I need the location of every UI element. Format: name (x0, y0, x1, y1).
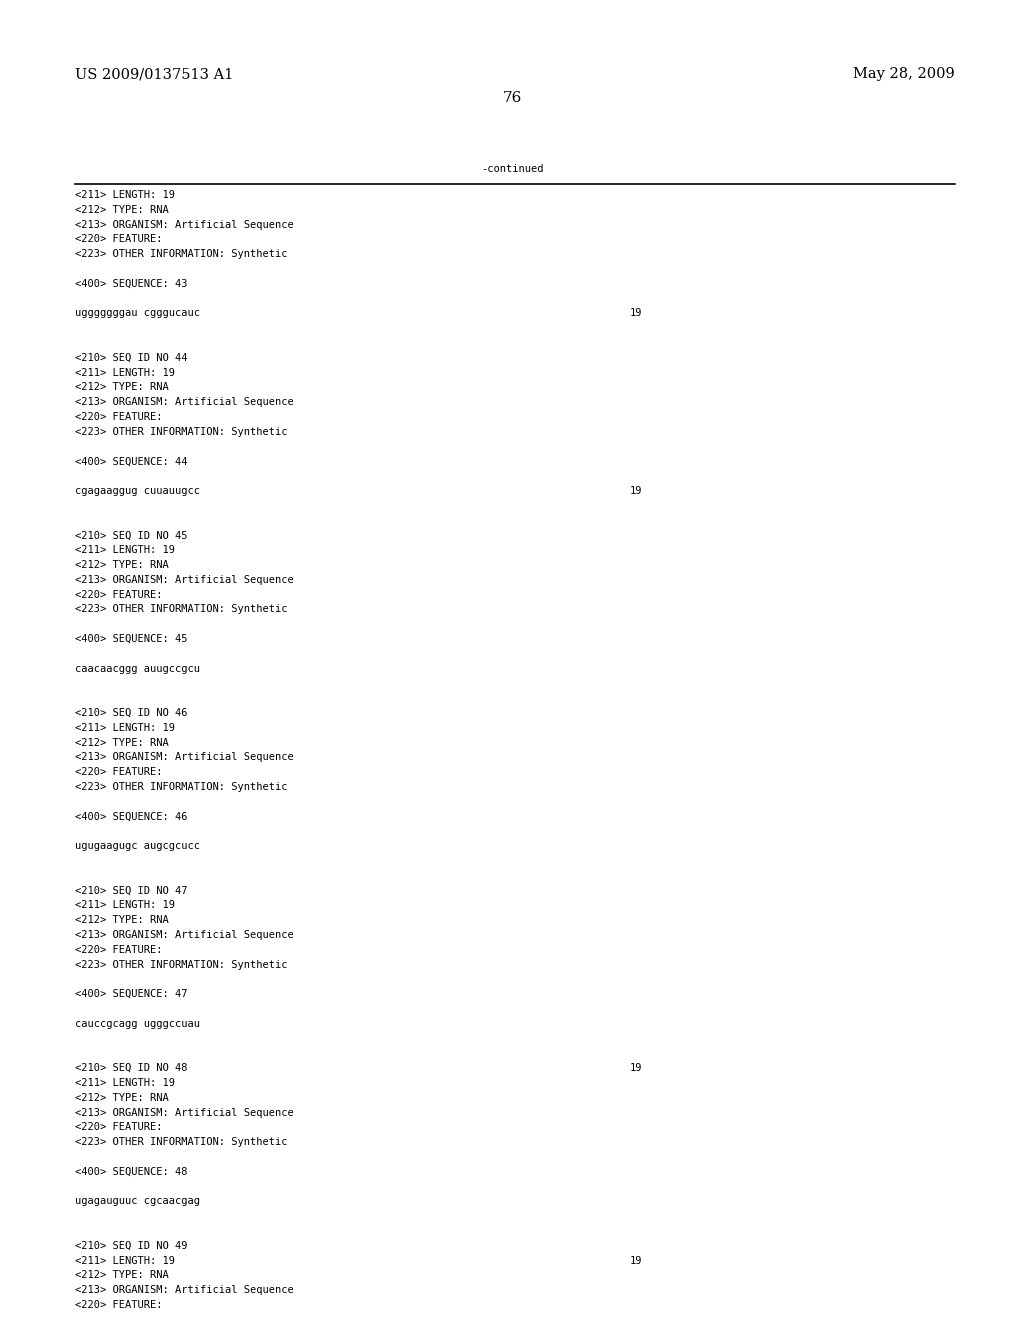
Text: <400> SEQUENCE: 45: <400> SEQUENCE: 45 (75, 634, 187, 644)
Text: <211> LENGTH: 19: <211> LENGTH: 19 (75, 367, 175, 378)
Text: -continued: -continued (480, 164, 544, 174)
Text: <210> SEQ ID NO 44: <210> SEQ ID NO 44 (75, 352, 187, 363)
Text: <220> FEATURE:: <220> FEATURE: (75, 412, 163, 422)
Text: <212> TYPE: RNA: <212> TYPE: RNA (75, 738, 169, 747)
Text: <212> TYPE: RNA: <212> TYPE: RNA (75, 915, 169, 925)
Text: <223> OTHER INFORMATION: Synthetic: <223> OTHER INFORMATION: Synthetic (75, 605, 288, 614)
Text: <211> LENGTH: 19: <211> LENGTH: 19 (75, 1078, 175, 1088)
Text: <213> ORGANISM: Artificial Sequence: <213> ORGANISM: Artificial Sequence (75, 397, 294, 407)
Text: <213> ORGANISM: Artificial Sequence: <213> ORGANISM: Artificial Sequence (75, 1107, 294, 1118)
Text: <400> SEQUENCE: 47: <400> SEQUENCE: 47 (75, 989, 187, 999)
Text: 19: 19 (630, 1063, 642, 1073)
Text: <223> OTHER INFORMATION: Synthetic: <223> OTHER INFORMATION: Synthetic (75, 1138, 288, 1147)
Text: <211> LENGTH: 19: <211> LENGTH: 19 (75, 545, 175, 556)
Text: <400> SEQUENCE: 43: <400> SEQUENCE: 43 (75, 279, 187, 289)
Text: <223> OTHER INFORMATION: Synthetic: <223> OTHER INFORMATION: Synthetic (75, 426, 288, 437)
Text: <210> SEQ ID NO 49: <210> SEQ ID NO 49 (75, 1241, 187, 1251)
Text: <210> SEQ ID NO 46: <210> SEQ ID NO 46 (75, 708, 187, 718)
Text: cgagaaggug cuuauugcc: cgagaaggug cuuauugcc (75, 486, 200, 496)
Text: 19: 19 (630, 1255, 642, 1266)
Text: <220> FEATURE:: <220> FEATURE: (75, 767, 163, 777)
Text: <220> FEATURE:: <220> FEATURE: (75, 945, 163, 954)
Text: <213> ORGANISM: Artificial Sequence: <213> ORGANISM: Artificial Sequence (75, 752, 294, 763)
Text: <400> SEQUENCE: 46: <400> SEQUENCE: 46 (75, 812, 187, 821)
Text: <220> FEATURE:: <220> FEATURE: (75, 235, 163, 244)
Text: <210> SEQ ID NO 48: <210> SEQ ID NO 48 (75, 1063, 187, 1073)
Text: <223> OTHER INFORMATION: Synthetic: <223> OTHER INFORMATION: Synthetic (75, 249, 288, 259)
Text: <211> LENGTH: 19: <211> LENGTH: 19 (75, 723, 175, 733)
Text: <212> TYPE: RNA: <212> TYPE: RNA (75, 205, 169, 215)
Text: ugggggggau cgggucauc: ugggggggau cgggucauc (75, 309, 200, 318)
Text: <211> LENGTH: 19: <211> LENGTH: 19 (75, 900, 175, 911)
Text: <212> TYPE: RNA: <212> TYPE: RNA (75, 1270, 169, 1280)
Text: 19: 19 (630, 486, 642, 496)
Text: <220> FEATURE:: <220> FEATURE: (75, 1122, 163, 1133)
Text: <213> ORGANISM: Artificial Sequence: <213> ORGANISM: Artificial Sequence (75, 219, 294, 230)
Text: <211> LENGTH: 19: <211> LENGTH: 19 (75, 1255, 175, 1266)
Text: 76: 76 (503, 91, 521, 106)
Text: <220> FEATURE:: <220> FEATURE: (75, 590, 163, 599)
Text: <212> TYPE: RNA: <212> TYPE: RNA (75, 1093, 169, 1102)
Text: <213> ORGANISM: Artificial Sequence: <213> ORGANISM: Artificial Sequence (75, 1286, 294, 1295)
Text: <213> ORGANISM: Artificial Sequence: <213> ORGANISM: Artificial Sequence (75, 574, 294, 585)
Text: US 2009/0137513 A1: US 2009/0137513 A1 (75, 67, 233, 81)
Text: <400> SEQUENCE: 48: <400> SEQUENCE: 48 (75, 1167, 187, 1177)
Text: cauccgcagg ugggccuau: cauccgcagg ugggccuau (75, 1019, 200, 1028)
Text: ugagauguuc cgcaacgag: ugagauguuc cgcaacgag (75, 1196, 200, 1206)
Text: <223> OTHER INFORMATION: Synthetic: <223> OTHER INFORMATION: Synthetic (75, 781, 288, 792)
Text: May 28, 2009: May 28, 2009 (853, 67, 955, 81)
Text: <223> OTHER INFORMATION: Synthetic: <223> OTHER INFORMATION: Synthetic (75, 960, 288, 970)
Text: ugugaagugc augcgcucc: ugugaagugc augcgcucc (75, 841, 200, 851)
Text: <210> SEQ ID NO 45: <210> SEQ ID NO 45 (75, 531, 187, 540)
Text: <211> LENGTH: 19: <211> LENGTH: 19 (75, 190, 175, 201)
Text: <212> TYPE: RNA: <212> TYPE: RNA (75, 560, 169, 570)
Text: caacaacggg auugccgcu: caacaacggg auugccgcu (75, 664, 200, 673)
Text: <400> SEQUENCE: 44: <400> SEQUENCE: 44 (75, 457, 187, 466)
Text: 19: 19 (630, 309, 642, 318)
Text: <220> FEATURE:: <220> FEATURE: (75, 1300, 163, 1309)
Text: <213> ORGANISM: Artificial Sequence: <213> ORGANISM: Artificial Sequence (75, 931, 294, 940)
Text: <212> TYPE: RNA: <212> TYPE: RNA (75, 383, 169, 392)
Text: <210> SEQ ID NO 47: <210> SEQ ID NO 47 (75, 886, 187, 895)
